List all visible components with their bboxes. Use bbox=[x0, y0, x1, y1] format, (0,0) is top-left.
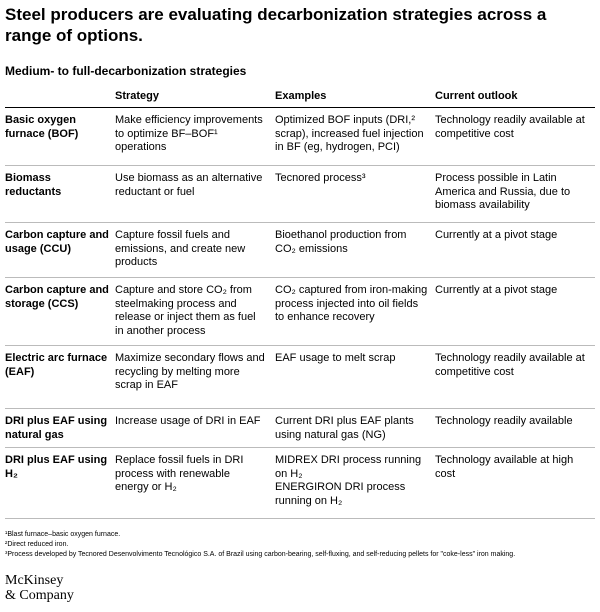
table-row: Carbon capture and storage (CCS) Capture … bbox=[5, 277, 595, 345]
cell: Technology available at high cost bbox=[435, 454, 574, 480]
cell: Current DRI plus EAF plants using natura… bbox=[275, 415, 414, 441]
cell: MIDREX DRI process running on H₂ ENERGIRO… bbox=[275, 454, 430, 508]
cell: CO₂ captured from iron-making process in… bbox=[275, 284, 428, 323]
row-label: Carbon capture and storage (CCS) bbox=[5, 284, 109, 310]
logo-line: McKinsey bbox=[5, 573, 64, 588]
row-label: DRI plus EAF using natural gas bbox=[5, 415, 108, 441]
column-header: Examples bbox=[275, 90, 327, 102]
table: Strategy Examples Current outlook Basic oxy… bbox=[5, 90, 595, 519]
title: Steel producers are evaluating decarboni… bbox=[5, 5, 547, 45]
table-row: Electric arc furnace (EAF) Maximize secon… bbox=[5, 345, 595, 408]
row-label: Basic oxygen furnace (BOF) bbox=[5, 114, 79, 140]
cell: Technology readily available at competit… bbox=[435, 352, 585, 378]
row-label: DRI plus EAF using H₂ bbox=[5, 454, 108, 480]
header-row: Strategy Examples Current outlook bbox=[5, 90, 595, 108]
cell: Process possible in Latin America and Ru… bbox=[435, 172, 571, 211]
cell: Capture and store CO₂ from steelmaking p… bbox=[115, 284, 256, 337]
cell: Technology readily available bbox=[435, 415, 573, 427]
cell: Optimized BOF inputs (DRI,² scrap), incr… bbox=[275, 114, 424, 153]
cell: Bioethanol production from CO₂ emissions bbox=[275, 229, 407, 255]
column-header: Strategy bbox=[115, 90, 160, 102]
footnote: ²Direct reduced iron. bbox=[5, 541, 69, 548]
cell: Replace fossil fuels in DRI process with… bbox=[115, 454, 244, 493]
row-label: Electric arc furnace (EAF) bbox=[5, 352, 108, 378]
cell: EAF usage to melt scrap bbox=[275, 352, 396, 364]
cell-text: MIDREX DRI process running on H₂ bbox=[275, 454, 422, 480]
cell: Capture fossil fuels and emissions, and … bbox=[115, 229, 246, 268]
footnote: ³Process developed by Tecnored Desenvolv… bbox=[5, 551, 516, 558]
cell: Use biomass as an alternative reductant … bbox=[115, 172, 263, 198]
row-label: Biomass reductants bbox=[5, 172, 62, 198]
table-row: DRI plus EAF using H₂ Replace fossil fuel… bbox=[5, 447, 595, 519]
subtitle: Medium- to full-decarbonization strategi… bbox=[5, 64, 247, 78]
cell: Tecnored process³ bbox=[275, 172, 366, 184]
cell: Maximize secondary flows and recycling b… bbox=[115, 352, 265, 391]
table-row: DRI plus EAF using natural gas Increase u… bbox=[5, 408, 595, 447]
table-row: Carbon capture and usage (CCU) Capture fo… bbox=[5, 222, 595, 277]
cell: Currently at a pivot stage bbox=[435, 284, 558, 296]
footnotes: ¹Blast furnace–basic oxygen furnace. ²Dir… bbox=[5, 530, 600, 560]
cell: Increase usage of DRI in EAF bbox=[115, 415, 261, 427]
cell: Technology readily available at competit… bbox=[435, 114, 585, 140]
row-label: Carbon capture and usage (CCU) bbox=[5, 229, 109, 255]
column-header: Current outlook bbox=[435, 90, 518, 102]
logo: McKinsey & Company bbox=[5, 573, 74, 603]
logo-line: & Company bbox=[5, 588, 74, 603]
cell: Currently at a pivot stage bbox=[435, 229, 558, 241]
cell: Make efficiency improvements to optimize… bbox=[115, 114, 263, 153]
cell-text: ENERGIRON DRI process running on H₂ bbox=[275, 481, 406, 507]
table-row: Basic oxygen furnace (BOF) Make efficienc… bbox=[5, 108, 595, 165]
footnote: ¹Blast furnace–basic oxygen furnace. bbox=[5, 531, 121, 538]
table-row: Biomass reductants Use biomass as an alte… bbox=[5, 165, 595, 222]
